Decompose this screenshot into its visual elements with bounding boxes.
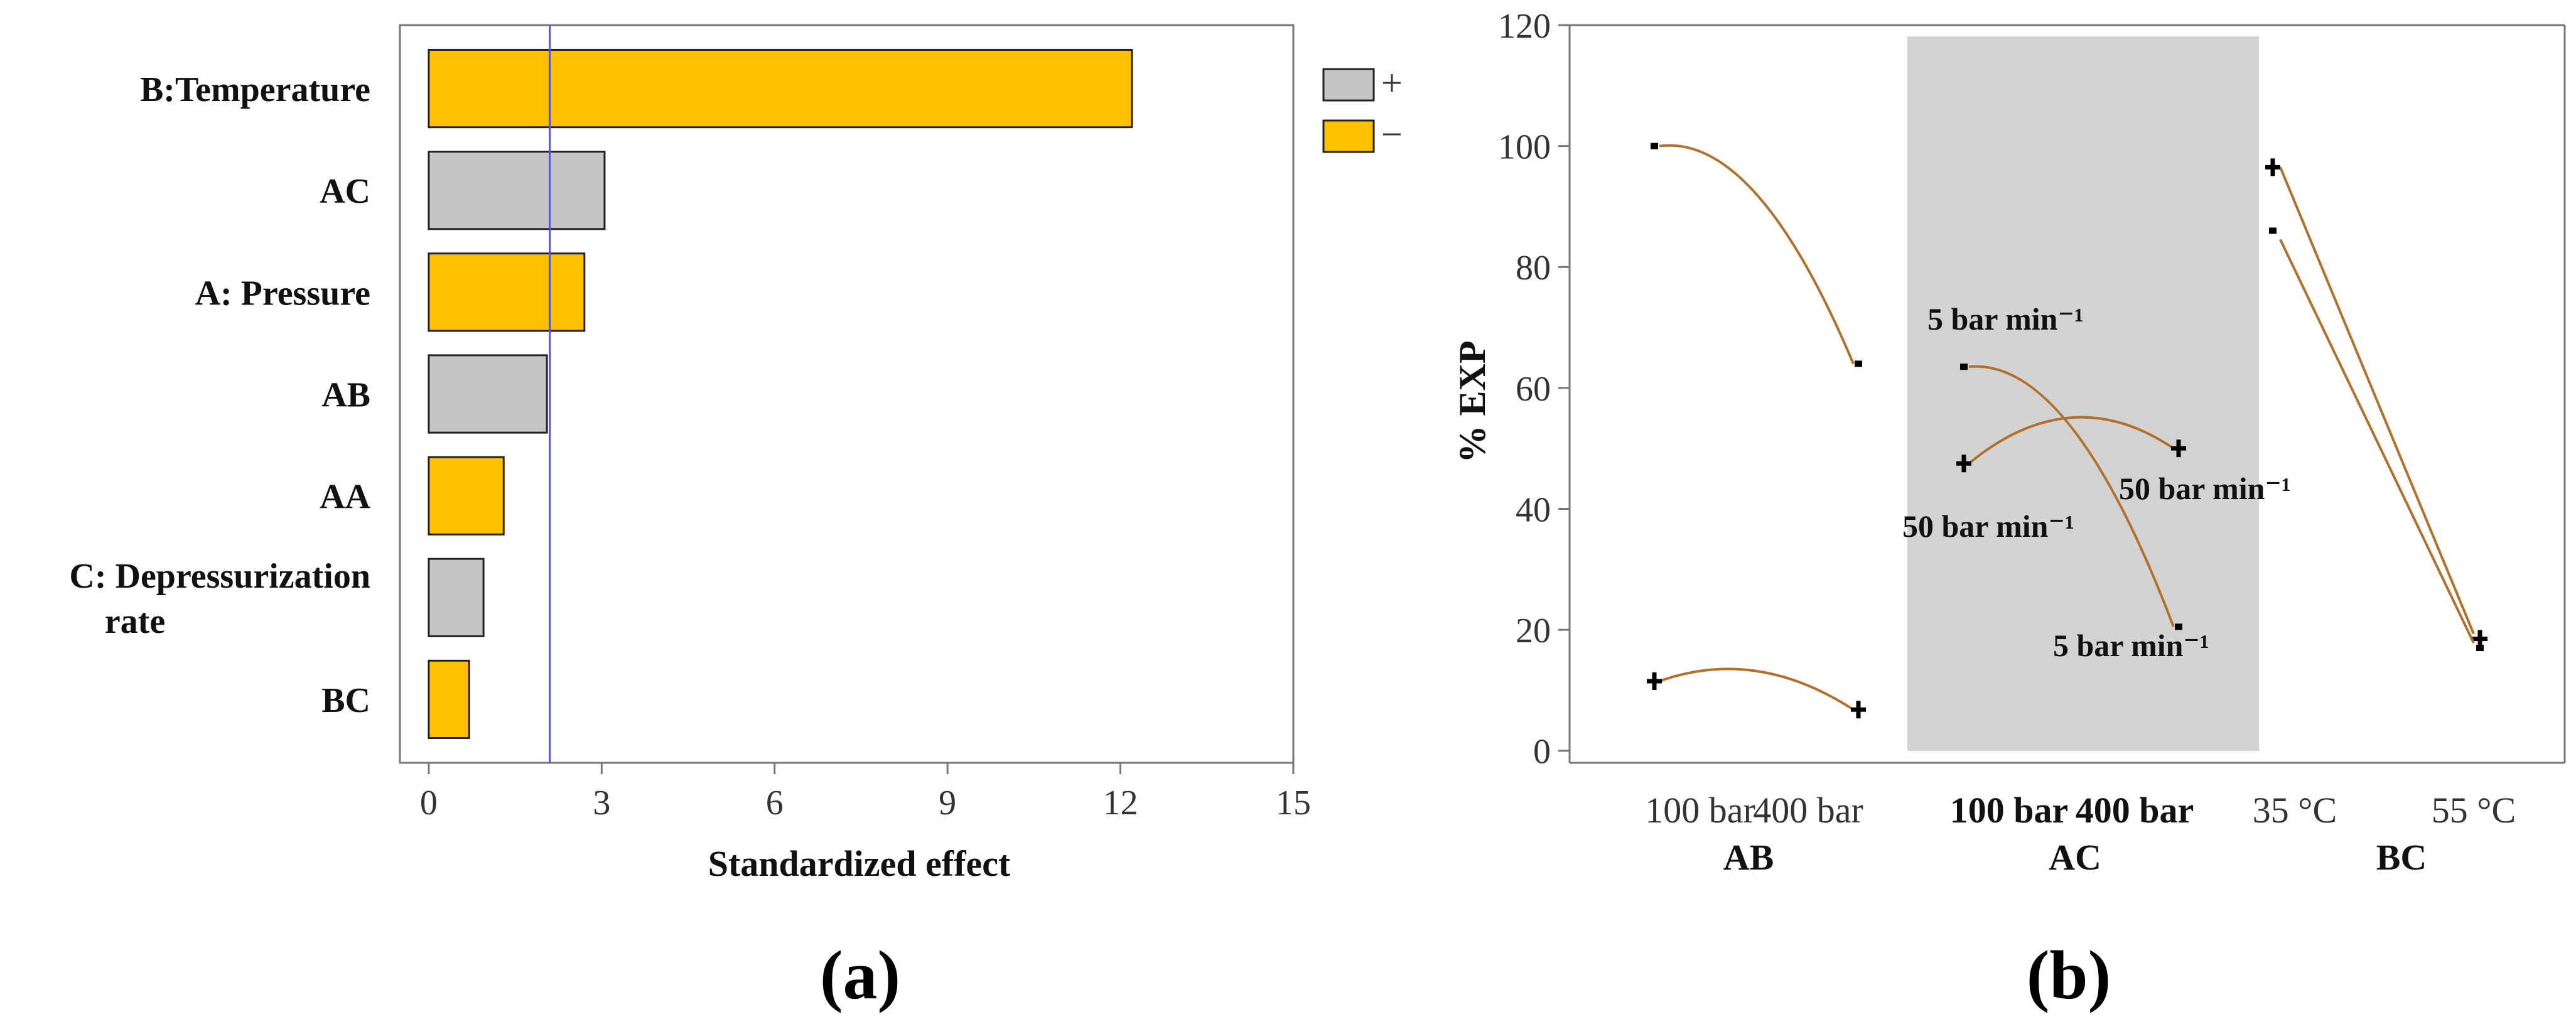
y-tick-label: 80 — [1516, 249, 1551, 288]
x-tick-label: 12 — [1103, 784, 1138, 822]
x-tick-label: 0 — [420, 784, 438, 822]
point-plus — [2265, 158, 2280, 176]
point-dot — [2269, 227, 2277, 234]
x-tick-label: 9 — [939, 784, 956, 822]
group-tick-label: 100 bar — [1645, 790, 1755, 831]
point-dot — [1651, 143, 1658, 149]
category-label: rate — [105, 602, 165, 641]
series-annotation: 5 bar min⁻¹ — [2053, 628, 2209, 663]
category-label: C: Depressurization — [69, 557, 370, 596]
legend-label: + — [1381, 62, 1403, 104]
series-annotation: 50 bar min⁻¹ — [2119, 471, 2291, 506]
legend-label: − — [1381, 114, 1403, 155]
plot-frame-a — [399, 24, 1295, 764]
point-dot — [1960, 364, 1968, 370]
y-tick-label: 100 — [1498, 128, 1551, 167]
point-dot — [2175, 623, 2182, 630]
point-plus — [1647, 672, 1662, 690]
bar — [428, 456, 505, 536]
category-label: AB — [321, 376, 370, 415]
category-label: AC — [320, 172, 370, 211]
x-axis-label: Standardized effect — [708, 843, 1011, 884]
bar — [428, 48, 1133, 129]
bar — [428, 252, 586, 332]
bar — [428, 151, 606, 230]
group-tick-label: 35 °C — [2253, 790, 2337, 831]
series-line — [1968, 365, 2175, 628]
point-plus — [2472, 630, 2487, 648]
series-line — [2279, 239, 2475, 644]
bar — [428, 558, 485, 637]
point-plus — [1956, 455, 1971, 473]
legend-swatch — [1322, 68, 1375, 102]
panel-label-b: (b) — [2027, 937, 2111, 1013]
series-annotation: 50 bar min⁻¹ — [1902, 509, 2074, 544]
point-plus — [2171, 439, 2186, 458]
series-line — [1659, 144, 1855, 365]
group-tick-label: 55 °C — [2432, 790, 2516, 831]
y-tick-label: 20 — [1516, 612, 1551, 650]
group-name-label: AB — [1723, 837, 1774, 878]
group-tick-label: 400 bar — [2076, 790, 2194, 831]
y-tick-label: 40 — [1516, 490, 1551, 529]
y-tick-label: 60 — [1516, 370, 1551, 409]
category-label: B:Temperature — [140, 70, 370, 109]
group-name-label: BC — [2376, 837, 2427, 878]
series-line — [1968, 416, 2175, 465]
legend-swatch — [1322, 119, 1375, 153]
x-tick-label: 15 — [1276, 784, 1311, 822]
series-annotation: 5 bar min⁻¹ — [1927, 301, 2084, 337]
category-label: BC — [321, 681, 370, 720]
point-plus — [1851, 701, 1866, 719]
group-tick-label: 100 bar — [1950, 790, 2069, 831]
bar — [428, 659, 470, 740]
y-tick-label: 0 — [1533, 733, 1551, 772]
y-axis-label: % EXP — [1452, 341, 1493, 463]
panel-label-a: (a) — [820, 937, 900, 1013]
group-name-label: AC — [2049, 837, 2101, 878]
shaded-region-ac — [1907, 36, 2259, 751]
group-tick-label: 400 bar — [1753, 790, 1863, 831]
bar — [428, 354, 548, 434]
series-line — [2279, 166, 2475, 635]
x-tick-label: 3 — [593, 784, 610, 822]
point-dot — [2476, 645, 2484, 652]
series-line — [1659, 667, 1855, 711]
x-tick-label: 6 — [766, 784, 784, 822]
category-label: AA — [320, 478, 370, 517]
category-label: A: Pressure — [195, 274, 370, 313]
y-tick-label: 120 — [1498, 7, 1551, 46]
point-dot — [1855, 360, 1862, 367]
